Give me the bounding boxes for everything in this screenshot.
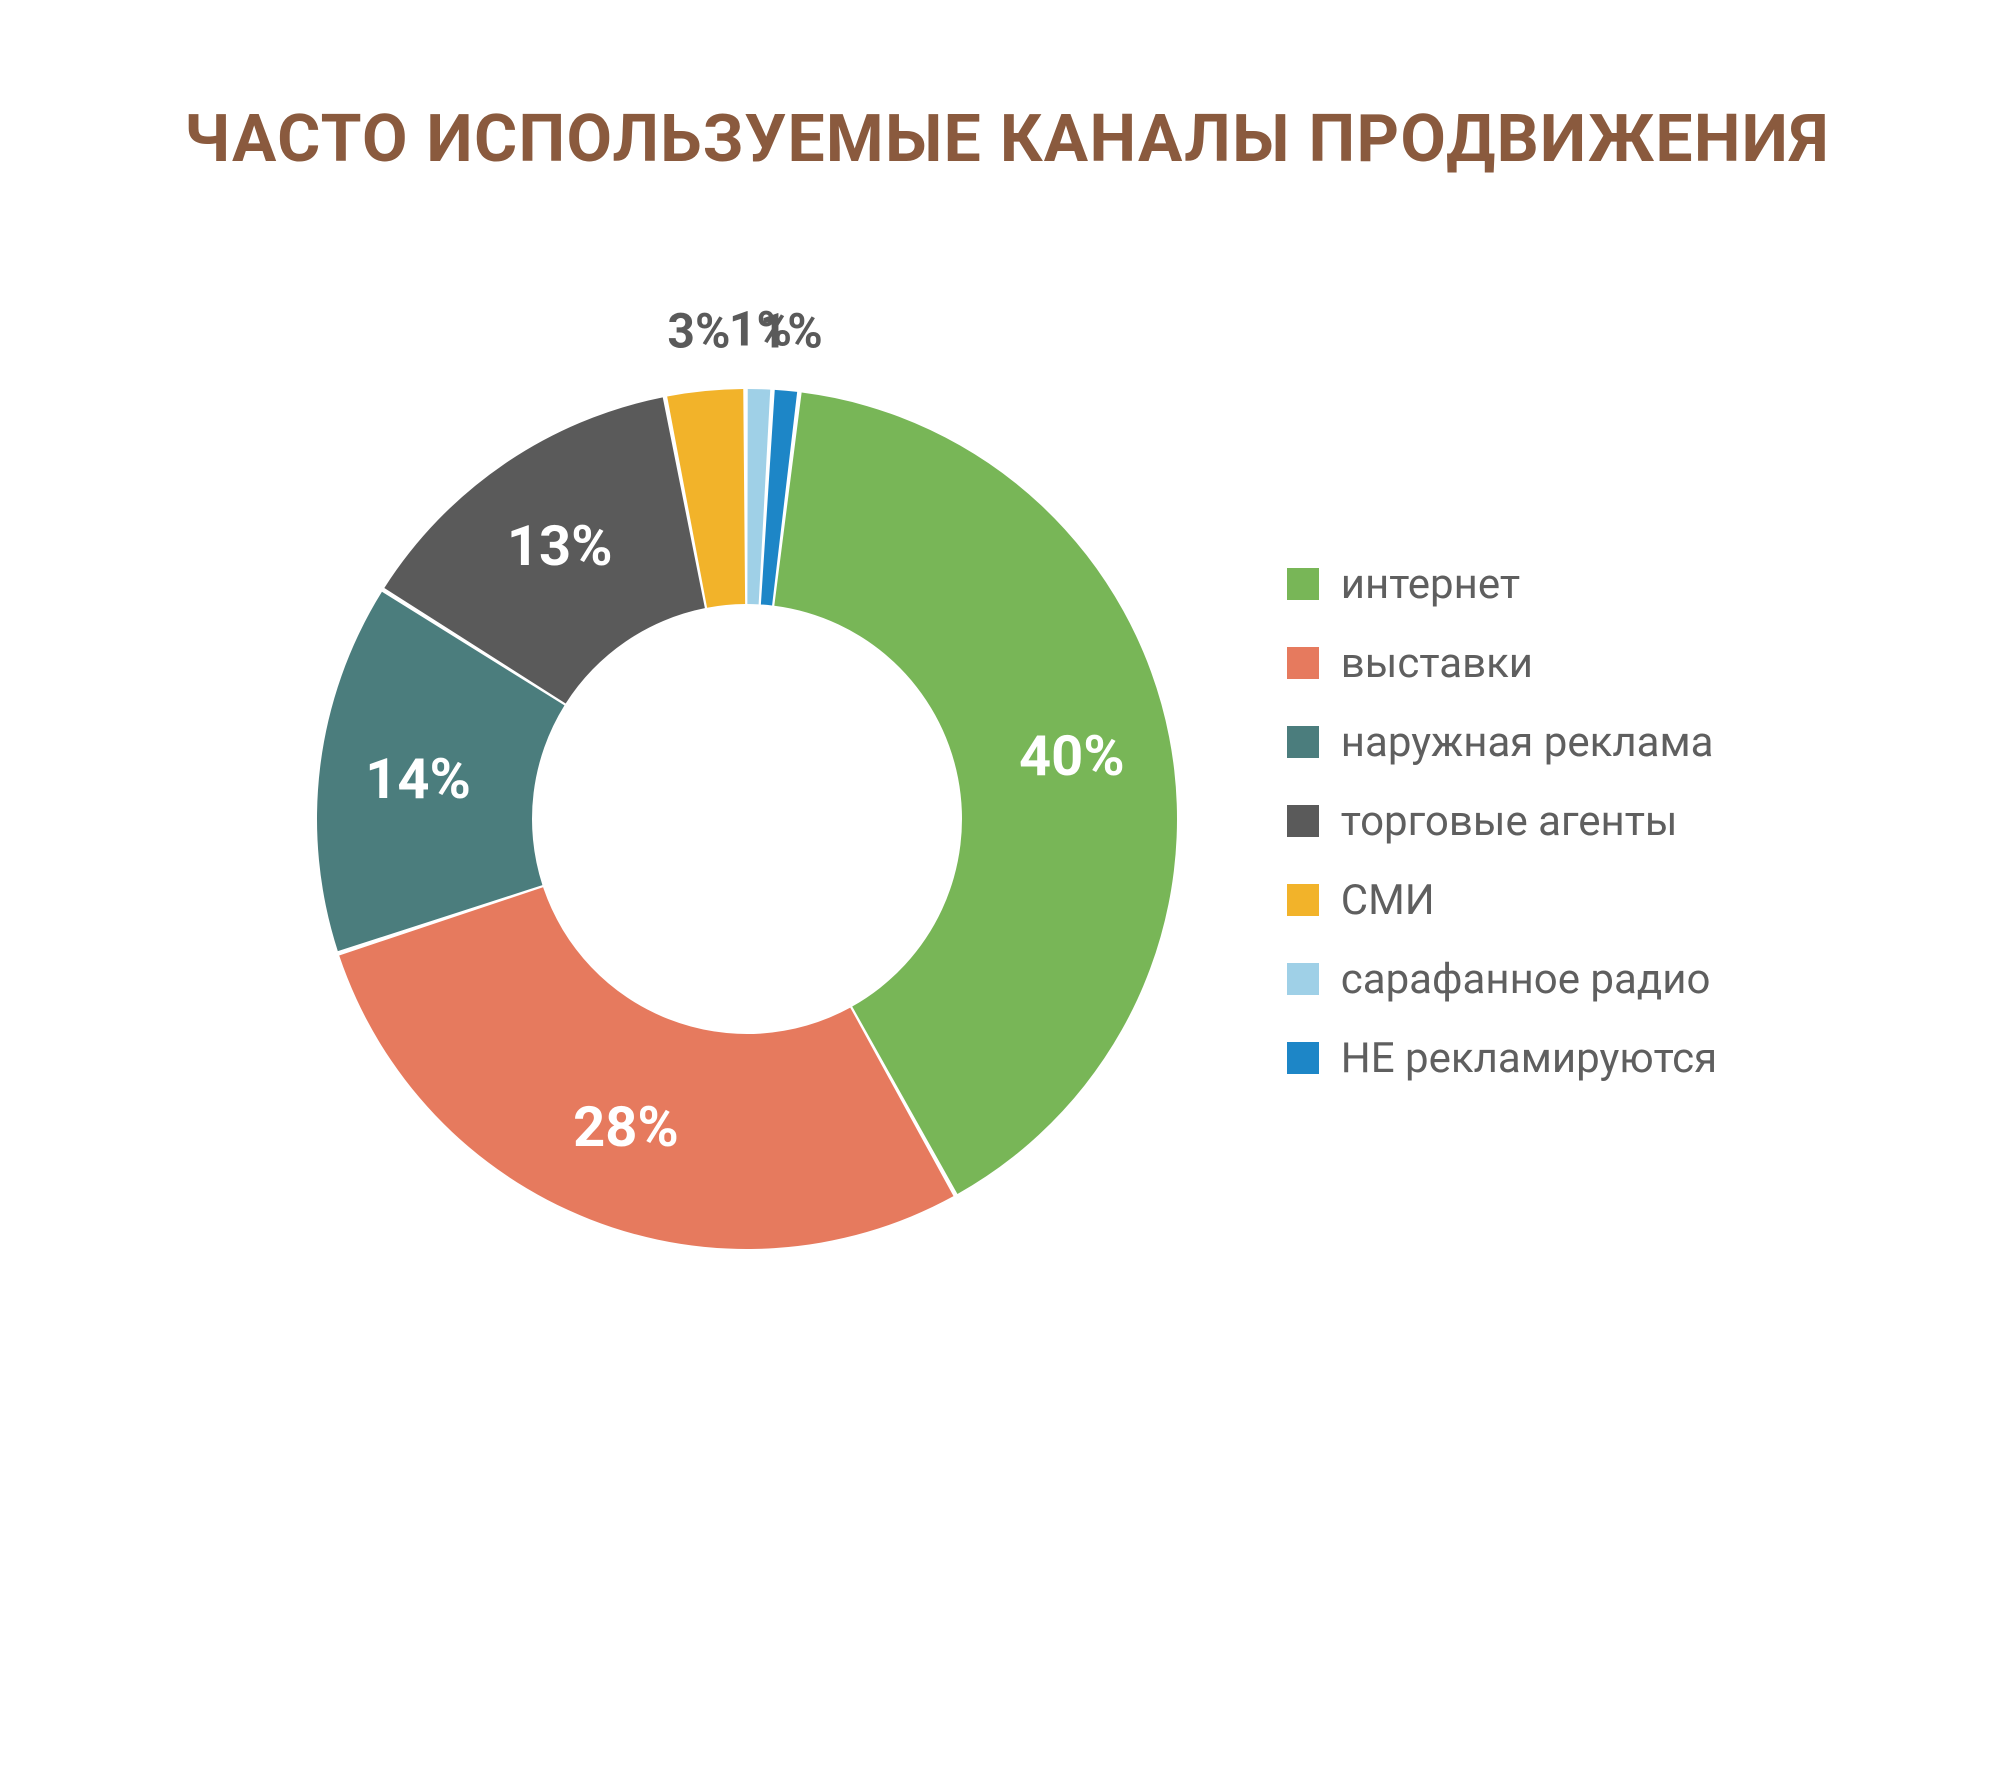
slice-value-label: 3% — [667, 303, 730, 360]
legend-label: торговые агенты — [1341, 797, 1678, 846]
legend-swatch — [1287, 805, 1319, 837]
legend-item: СМИ — [1287, 876, 1717, 925]
slice-value-label: 28% — [573, 1094, 679, 1160]
donut-chart: 40%28%14%13%3%1%1% — [297, 319, 1227, 1323]
legend-item: торговые агенты — [1287, 797, 1717, 846]
legend-item: сарафанное радио — [1287, 955, 1717, 1004]
legend-label: интернет — [1341, 560, 1520, 609]
legend-label: наружная реклама — [1341, 718, 1714, 767]
legend-swatch — [1287, 884, 1319, 916]
slice-value-label: 13% — [507, 513, 613, 579]
legend-label: СМИ — [1341, 876, 1435, 925]
slice-value-label: 1% — [760, 303, 823, 360]
legend-swatch — [1287, 647, 1319, 679]
slice-value-label: 14% — [365, 746, 471, 812]
legend-swatch — [1287, 963, 1319, 995]
donut-svg — [297, 319, 1227, 1319]
legend-item: наружная реклама — [1287, 718, 1717, 767]
legend-label: сарафанное радио — [1341, 955, 1711, 1004]
legend-swatch — [1287, 1042, 1319, 1074]
legend-item: НЕ рекламируются — [1287, 1034, 1717, 1083]
legend-item: выставки — [1287, 639, 1717, 688]
legend-item: интернет — [1287, 560, 1717, 609]
chart-title: ЧАСТО ИСПОЛЬЗУЕМЫЕ КАНАЛЫ ПРОДВИЖЕНИЯ — [80, 100, 1934, 179]
legend-label: НЕ рекламируются — [1341, 1034, 1717, 1083]
legend-swatch — [1287, 726, 1319, 758]
chart-container: 40%28%14%13%3%1%1% интернетвыставкинаруж… — [80, 319, 1934, 1323]
slice-value-label: 40% — [1019, 723, 1125, 789]
donut-slice — [339, 887, 953, 1249]
legend-swatch — [1287, 568, 1319, 600]
legend: интернет выставки наружная реклама торговые… — [1287, 560, 1717, 1083]
legend-label: выставки — [1341, 639, 1533, 688]
